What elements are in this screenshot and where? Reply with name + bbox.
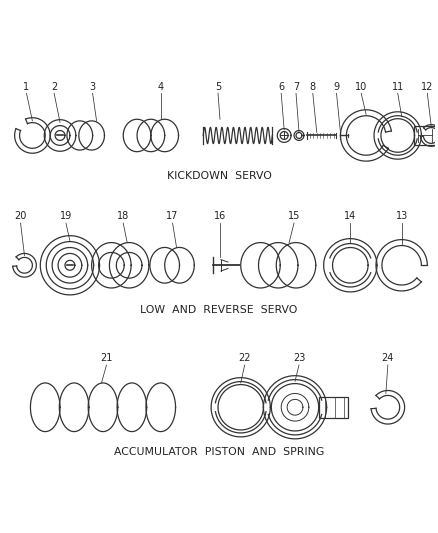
Text: 13: 13 (396, 212, 408, 222)
Text: 4: 4 (158, 82, 164, 92)
Polygon shape (146, 383, 176, 432)
Polygon shape (258, 243, 298, 288)
Text: 11: 11 (392, 82, 404, 92)
Text: 18: 18 (117, 212, 129, 222)
Text: 1: 1 (23, 82, 29, 92)
Text: 7: 7 (293, 82, 299, 92)
Polygon shape (276, 243, 316, 288)
Polygon shape (30, 383, 60, 432)
Text: 16: 16 (214, 212, 226, 222)
Text: 15: 15 (288, 212, 300, 222)
Polygon shape (165, 247, 194, 283)
Polygon shape (67, 121, 92, 150)
Polygon shape (241, 243, 280, 288)
Text: 17: 17 (166, 212, 179, 222)
Text: 22: 22 (238, 353, 251, 364)
Text: 3: 3 (89, 82, 95, 92)
Text: 19: 19 (60, 212, 72, 222)
Polygon shape (137, 119, 165, 152)
Text: 24: 24 (381, 353, 394, 364)
Text: 5: 5 (215, 82, 221, 92)
Text: 2: 2 (51, 82, 57, 92)
Text: 20: 20 (14, 212, 27, 222)
Polygon shape (92, 243, 131, 288)
Polygon shape (59, 383, 89, 432)
Text: 12: 12 (421, 82, 434, 92)
Text: ACCUMULATOR  PISTON  AND  SPRING: ACCUMULATOR PISTON AND SPRING (114, 447, 324, 457)
Polygon shape (88, 383, 118, 432)
Text: 21: 21 (100, 353, 113, 364)
Polygon shape (117, 383, 147, 432)
Text: 8: 8 (310, 82, 316, 92)
Text: 9: 9 (333, 82, 339, 92)
FancyBboxPatch shape (319, 397, 348, 418)
Text: LOW  AND  REVERSE  SERVO: LOW AND REVERSE SERVO (140, 305, 298, 315)
FancyBboxPatch shape (414, 126, 436, 145)
Text: 23: 23 (293, 353, 305, 364)
Text: 10: 10 (355, 82, 367, 92)
Polygon shape (151, 119, 179, 152)
Polygon shape (123, 119, 151, 152)
Text: 14: 14 (344, 212, 357, 222)
Text: 6: 6 (278, 82, 284, 92)
Polygon shape (110, 243, 149, 288)
Polygon shape (150, 247, 180, 283)
Text: KICKDOWN  SERVO: KICKDOWN SERVO (166, 171, 272, 181)
Polygon shape (79, 121, 105, 150)
